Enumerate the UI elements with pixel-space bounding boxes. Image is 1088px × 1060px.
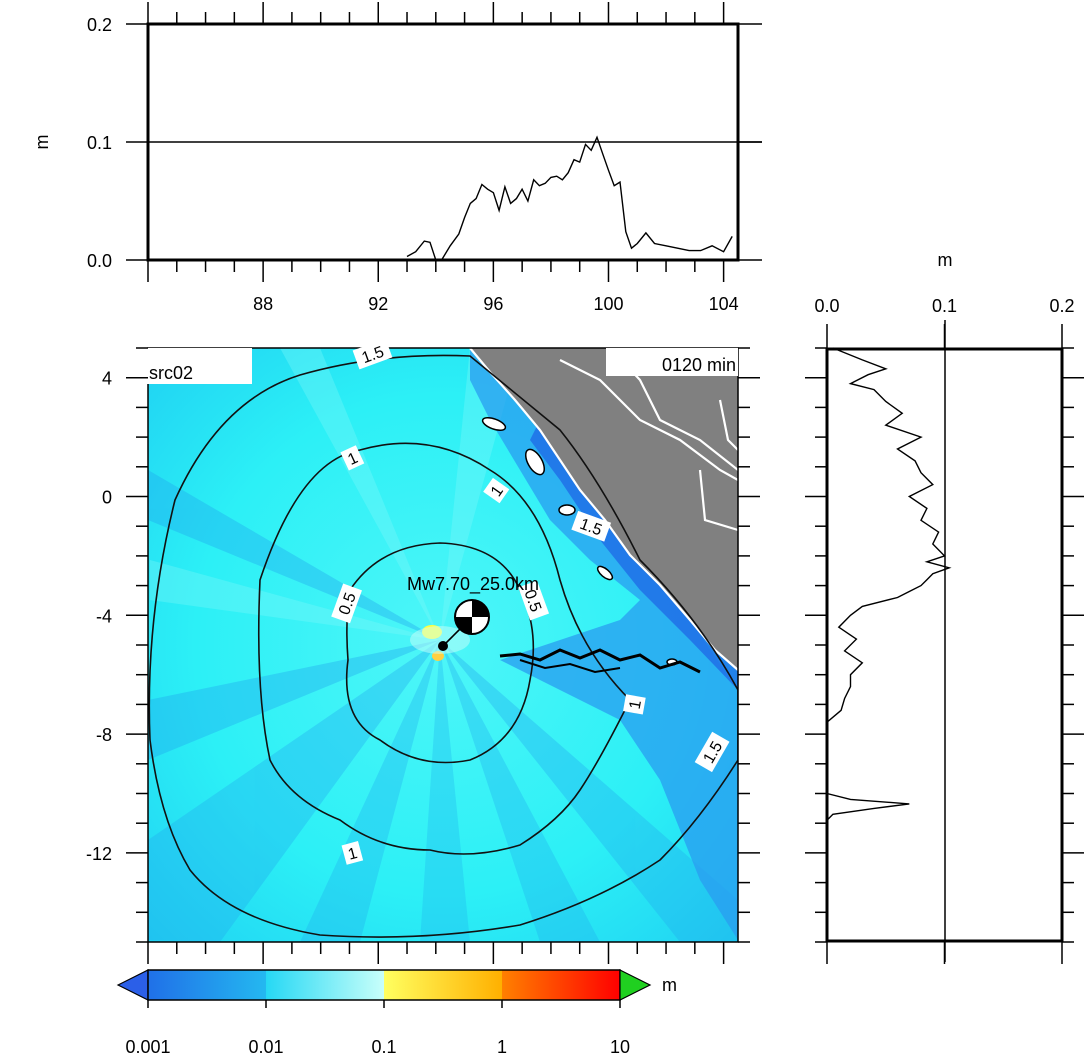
arrival-contours [148,354,738,938]
colorbar-segment-2 [266,970,384,1000]
colorbar-tick-label: 1 [497,1037,507,1057]
focal-mechanism: Mw7.70_25.0km [407,574,539,651]
top-profile-x-ticks: 88 92 96 100 104 [147,2,739,314]
map-y-tick-label: 0 [102,488,112,508]
contour-1.5 [148,354,738,938]
map-y-tick-label: -12 [86,844,112,864]
contour-label: 1 [341,841,364,865]
right-x-tick-label: 0.1 [932,296,957,316]
contour-label: 1 [340,445,365,471]
top-y-tick-label: 0.0 [87,251,112,271]
right-profile-xlabel: m [938,250,953,270]
right-profile-line [826,347,952,821]
colorbar-tick-label: 0.001 [125,1037,170,1057]
contour-label: 0.5 [518,580,550,621]
epicenter-marker [438,641,448,651]
coastal-shelf [470,348,738,940]
right-profile-y-ticks [805,347,1084,943]
time-label: 0120 min [662,355,736,375]
title-box [146,348,252,384]
islands [481,417,678,666]
svg-text:0.5: 0.5 [336,590,360,617]
contour-label: 1.5 [571,510,612,542]
colorbar-over-arrow [619,969,652,1001]
map-y-tick-label: -8 [96,725,112,745]
colorbar-tick-label: 0.01 [248,1037,283,1057]
map-y-ticks: 4 0 -4 -8 -12 [86,347,760,943]
svg-text:1: 1 [346,845,359,864]
top-profile-line [406,135,733,261]
svg-text:1.5: 1.5 [577,516,604,540]
top-x-tick-label: 104 [709,294,739,314]
top-x-tick-label: 92 [368,294,388,314]
colorbar-unit: m [662,975,677,995]
right-profile-x-ticks: 0.0 0.1 0.2 [814,296,1075,964]
right-x-tick-label: 0.0 [814,296,839,316]
ridge-line-2 [519,659,621,674]
contour-label: 1 [483,477,510,504]
colorbar-under-arrow [116,969,149,1001]
top-y-tick-label: 0.2 [87,15,112,35]
ridge-line [499,648,701,674]
map-x-ticks [147,942,725,964]
top-x-tick-label: 100 [593,294,623,314]
map-y-tick-label: 4 [102,369,112,389]
top-x-tick-label: 88 [253,294,273,314]
colorbar-segment-1 [148,970,266,1000]
right-profile-panel: 0.0 0.1 0.2 m [805,250,1084,964]
map-y-tick-label: -4 [96,606,112,626]
time-box [606,348,738,376]
source-label: Mw7.70_25.0km [407,574,539,595]
right-x-tick-label: 0.2 [1049,296,1074,316]
contour-1 [257,442,631,855]
top-profile-panel: 0.2 0.1 0.0 88 92 96 100 104 m [32,2,762,314]
colorbar-segment-3 [384,970,502,1000]
colorbar-segment-4 [502,970,620,1000]
top-x-tick-label: 96 [483,294,503,314]
map-title: src02 [149,363,193,383]
svg-text:1.5: 1.5 [360,344,387,368]
colorbar-tick-label: 0.1 [371,1037,396,1057]
contour-label: 1.5 [352,338,393,370]
top-profile-ylabel: m [32,135,52,150]
contour-label: 1 [623,694,646,715]
colorbar: m 0.001 0.01 0.1 1 10 [116,969,677,1057]
land-mass [470,348,738,670]
colorbar-ticks: 0.001 0.01 0.1 1 10 [125,1000,630,1057]
contour-0.5 [345,542,535,764]
colorbar-tick-label: 10 [610,1037,630,1057]
wave-ray-streaks [148,348,738,942]
contour-label: 0.5 [331,583,362,624]
top-y-tick-label: 0.1 [87,133,112,153]
svg-text:0.5: 0.5 [520,588,544,615]
svg-text:1: 1 [627,699,645,711]
